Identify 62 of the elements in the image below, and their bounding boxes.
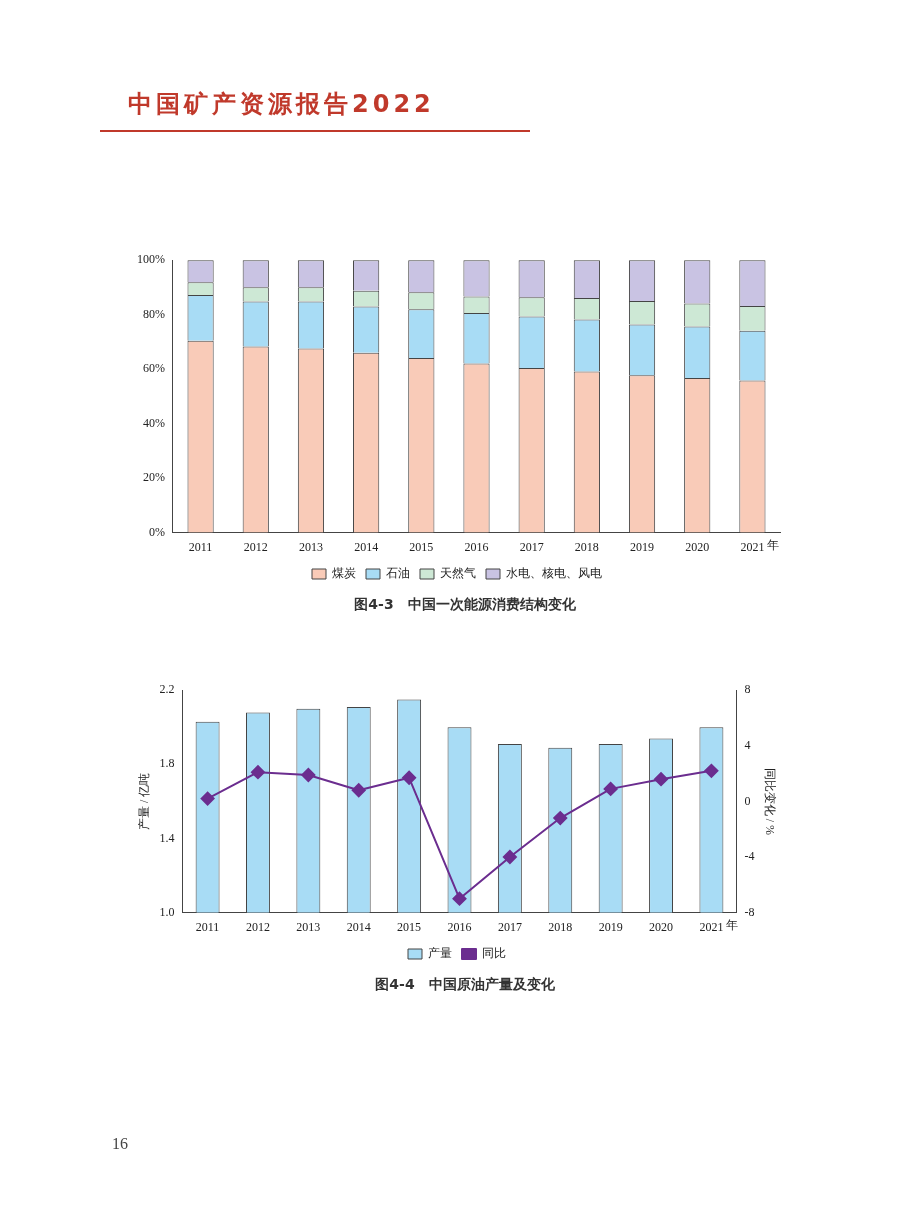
- y2-tick-label: 4: [744, 737, 751, 752]
- y-tick-label: 0%: [149, 524, 165, 539]
- y2-tick-label: -4: [744, 849, 755, 864]
- x-tick-label: 2015: [397, 919, 422, 934]
- x-tick-label: 2012: [243, 539, 268, 554]
- point: [452, 891, 467, 906]
- x-tick-label: 2014: [354, 539, 379, 554]
- text: 16: [112, 1135, 128, 1153]
- point: [603, 781, 618, 796]
- x-tick-label: 2012: [245, 919, 270, 934]
- point: [301, 767, 316, 782]
- y-axis-title: 产量 / 亿吨: [137, 772, 152, 831]
- x-tick-label: 2013: [298, 539, 323, 554]
- x-tick-label: 2017: [519, 539, 544, 554]
- legend-label: 同比: [482, 946, 506, 961]
- y-tick-label: 40%: [143, 415, 165, 430]
- legend-label: 水电、核电、风电: [506, 566, 602, 581]
- x-tick-label: 2011: [188, 539, 213, 554]
- x-tick-label: 2019: [598, 919, 623, 934]
- x-tick-label: 2016: [464, 539, 489, 554]
- y-tick-label: 2.2: [159, 682, 175, 697]
- y2-tick-label: -8: [744, 904, 755, 919]
- x-tick-label: 2018: [548, 919, 573, 934]
- x-tick-label: 2017: [497, 919, 522, 934]
- legend-label: 产量: [428, 946, 452, 961]
- text: 中国矿产资源报告2022: [128, 89, 435, 120]
- point: [200, 791, 215, 806]
- legend-label: 天然气: [440, 566, 476, 581]
- legend-label: 石油: [386, 566, 410, 581]
- y2-axis-title: 同比变化 / %: [762, 767, 777, 836]
- x-tick-label: 2013: [296, 919, 321, 934]
- x-tick-label: 2015: [409, 539, 434, 554]
- y2-tick-label: 0: [744, 793, 751, 808]
- y-tick-label: 1.4: [159, 830, 175, 845]
- y-tick-label: 80%: [143, 306, 165, 321]
- y-tick-label: 1.0: [159, 904, 175, 919]
- text: 图4-3 中国一次能源消费结构变化: [353, 596, 577, 614]
- y-tick-label: 100%: [137, 252, 165, 267]
- point: [351, 783, 366, 798]
- y2-tick-label: 8: [744, 682, 751, 697]
- x-tick-label: 2014: [346, 919, 371, 934]
- x-tick-label: 2011: [195, 919, 220, 934]
- point: [654, 772, 669, 787]
- legend-label: 煤炭: [332, 566, 356, 581]
- x-tick-label: 2020: [649, 919, 674, 934]
- x-tick-label: 2021: [740, 539, 765, 554]
- point: [250, 765, 265, 780]
- x-tick-label: 2021: [699, 919, 724, 934]
- x-tick-label: 2016: [447, 919, 472, 934]
- y-tick-label: 1.8: [159, 756, 175, 771]
- y-tick-label: 20%: [143, 470, 165, 485]
- x-tick-label: 2019: [630, 539, 655, 554]
- point: [502, 850, 517, 864]
- y-tick-label: 60%: [143, 361, 165, 376]
- point: [553, 811, 568, 826]
- x-tick-label: 2020: [685, 539, 710, 554]
- text: 图4-4 中国原油产量及变化: [374, 976, 556, 994]
- x-axis-title: 年: [726, 917, 739, 932]
- x-tick-label: 2018: [574, 539, 599, 554]
- point: [704, 763, 719, 778]
- x-axis-title: 年: [767, 537, 780, 552]
- point: [402, 770, 417, 785]
